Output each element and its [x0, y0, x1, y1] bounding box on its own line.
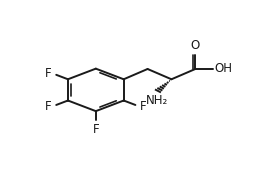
Text: OH: OH: [215, 62, 233, 75]
Text: NH₂: NH₂: [146, 94, 168, 107]
Text: F: F: [45, 67, 52, 80]
Text: F: F: [45, 100, 52, 113]
Text: F: F: [140, 100, 147, 113]
Text: F: F: [92, 124, 99, 137]
Text: O: O: [191, 39, 200, 52]
